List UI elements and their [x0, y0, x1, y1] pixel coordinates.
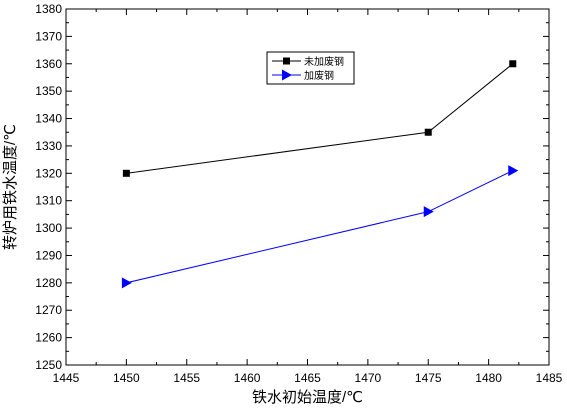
x-tick-label: 1475 — [415, 371, 442, 385]
x-axis-label: 铁水初始温度/℃ — [252, 389, 363, 406]
legend-label: 加废钢 — [304, 69, 334, 82]
data-point — [423, 206, 434, 218]
series-2 — [121, 165, 519, 289]
y-tick-label: 1320 — [35, 166, 62, 180]
y-tick-label: 1370 — [35, 29, 62, 43]
data-point — [509, 60, 517, 68]
x-axis-ticks: 1445 1450 1455 1460 1465 1470 1475 1480 1485 — [53, 9, 563, 385]
x-tick-label: 1455 — [173, 371, 200, 385]
legend-marker — [283, 57, 290, 65]
data-point — [122, 169, 130, 177]
y-axis-label: 转炉用铁水温度/℃ — [2, 124, 19, 250]
x-tick-label: 1480 — [475, 371, 502, 385]
y-tick-label: 1380 — [35, 2, 62, 16]
legend-label: 未加废钢 — [304, 55, 344, 68]
y-tick-label: 1270 — [35, 303, 62, 317]
data-point — [424, 128, 432, 136]
data-point — [508, 165, 519, 177]
x-tick-label: 1445 — [53, 371, 80, 385]
x-tick-label: 1450 — [113, 371, 140, 385]
y-tick-label: 1340 — [35, 112, 62, 126]
y-tick-label: 1350 — [35, 84, 62, 98]
series-layer — [121, 60, 519, 289]
y-tick-label: 1290 — [35, 248, 62, 262]
data-point — [121, 277, 132, 289]
x-tick-label: 1485 — [536, 371, 563, 385]
y-tick-label: 1360 — [35, 57, 62, 71]
series-1 — [122, 60, 517, 177]
y-tick-label: 1250 — [35, 358, 62, 372]
x-tick-label: 1460 — [234, 371, 261, 385]
y-tick-label: 1280 — [35, 276, 62, 290]
y-tick-label: 1260 — [35, 331, 62, 345]
x-tick-label: 1470 — [355, 371, 382, 385]
x-tick-label: 1465 — [294, 371, 321, 385]
legend-box — [266, 51, 355, 85]
y-tick-label: 1300 — [35, 221, 62, 235]
y-axis-ticks: 1250 1260 1270 1280 1290 1300 1310 1320 1330 1340… — [35, 2, 549, 372]
legend-marker — [282, 69, 292, 81]
y-tick-label: 1330 — [35, 139, 62, 153]
y-tick-label: 1310 — [35, 194, 62, 208]
